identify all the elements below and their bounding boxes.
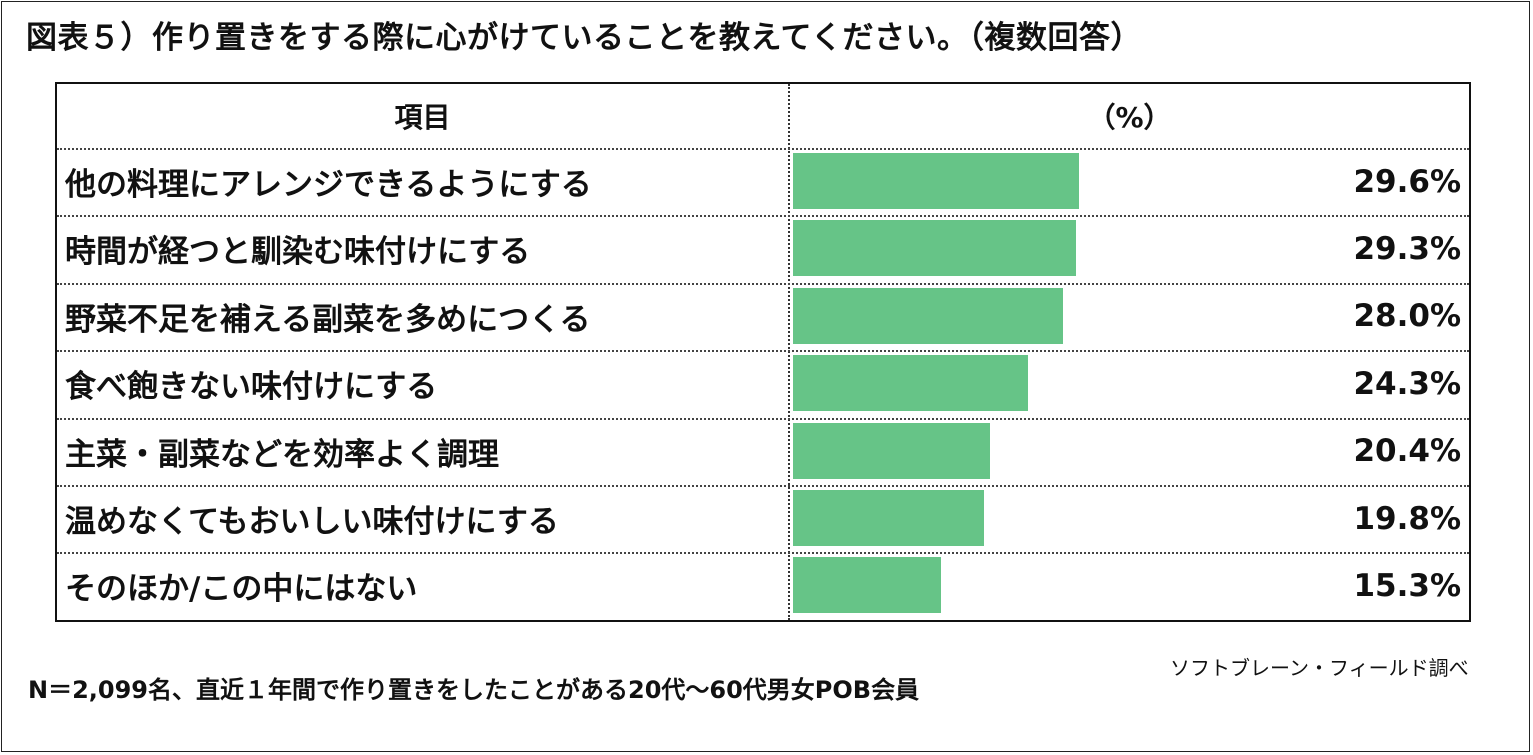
category-label: 温めなくてもおいしい味付けにする — [65, 504, 559, 540]
category-label: 時間が経つと馴染む味付けにする — [65, 234, 531, 271]
table-row: 他の料理にアレンジできるようにする 29.6% — [57, 148, 1469, 215]
value-label: 28.0% — [1353, 298, 1461, 335]
table-row: 主菜・副菜などを効率よく調理 20.4% — [57, 418, 1469, 485]
bar — [793, 557, 941, 614]
value-label: 29.6% — [1353, 163, 1461, 200]
row-divider — [57, 215, 1469, 218]
value-label: 29.3% — [1353, 230, 1461, 267]
bar — [793, 287, 1064, 344]
bar — [793, 355, 1028, 412]
row-divider — [57, 350, 1469, 353]
figure-title: 図表５）作り置きをする際に心がけていることを教えてください。（複数回答） — [26, 20, 1143, 56]
bar — [793, 490, 985, 546]
category-label: 野菜不足を補える副菜を多めにつくる — [65, 301, 591, 338]
row-divider — [57, 485, 1469, 487]
category-label: 食べ飽きない味付けにする — [65, 369, 438, 406]
header-item: 項目 — [394, 101, 451, 134]
row-divider — [57, 552, 1469, 555]
row-divider — [57, 282, 1469, 285]
header-percent: （%） — [1087, 101, 1172, 134]
table-row: そのほか/この中にはない 15.3% — [57, 552, 1469, 619]
value-label: 19.8% — [1353, 500, 1461, 537]
value-label: 15.3% — [1353, 567, 1461, 604]
table-row: 食べ飽きない味付けにする 24.3% — [57, 350, 1469, 417]
value-label: 20.4% — [1353, 433, 1461, 470]
category-label: 他の料理にアレンジできるようにする — [65, 167, 592, 203]
survey-table: 項目 （%） 他の料理にアレンジできるようにする 29.6% 時間が経つと馴染む味付… — [55, 82, 1471, 622]
row-divider — [57, 417, 1469, 420]
row-divider — [57, 148, 1469, 150]
table-row: 時間が経つと馴染む味付けにする 29.3% — [57, 215, 1469, 282]
bar — [793, 153, 1079, 209]
sample-footnote: N＝2,099名、直近１年間で作り置きをしたことがある20代～60代男女POB会… — [28, 676, 920, 704]
value-label: 24.3% — [1353, 365, 1461, 402]
table-row: 温めなくてもおいしい味付けにする 19.8% — [57, 485, 1469, 552]
table-row: 野菜不足を補える副菜を多めにつくる 28.0% — [57, 283, 1469, 350]
bar — [793, 422, 990, 479]
category-label: そのほか/この中にはない — [65, 571, 418, 608]
category-label: 主菜・副菜などを効率よく調理 — [65, 436, 499, 473]
bar — [793, 220, 1076, 277]
source-credit: ソフトブレーン・フィールド調べ — [1170, 656, 1469, 680]
